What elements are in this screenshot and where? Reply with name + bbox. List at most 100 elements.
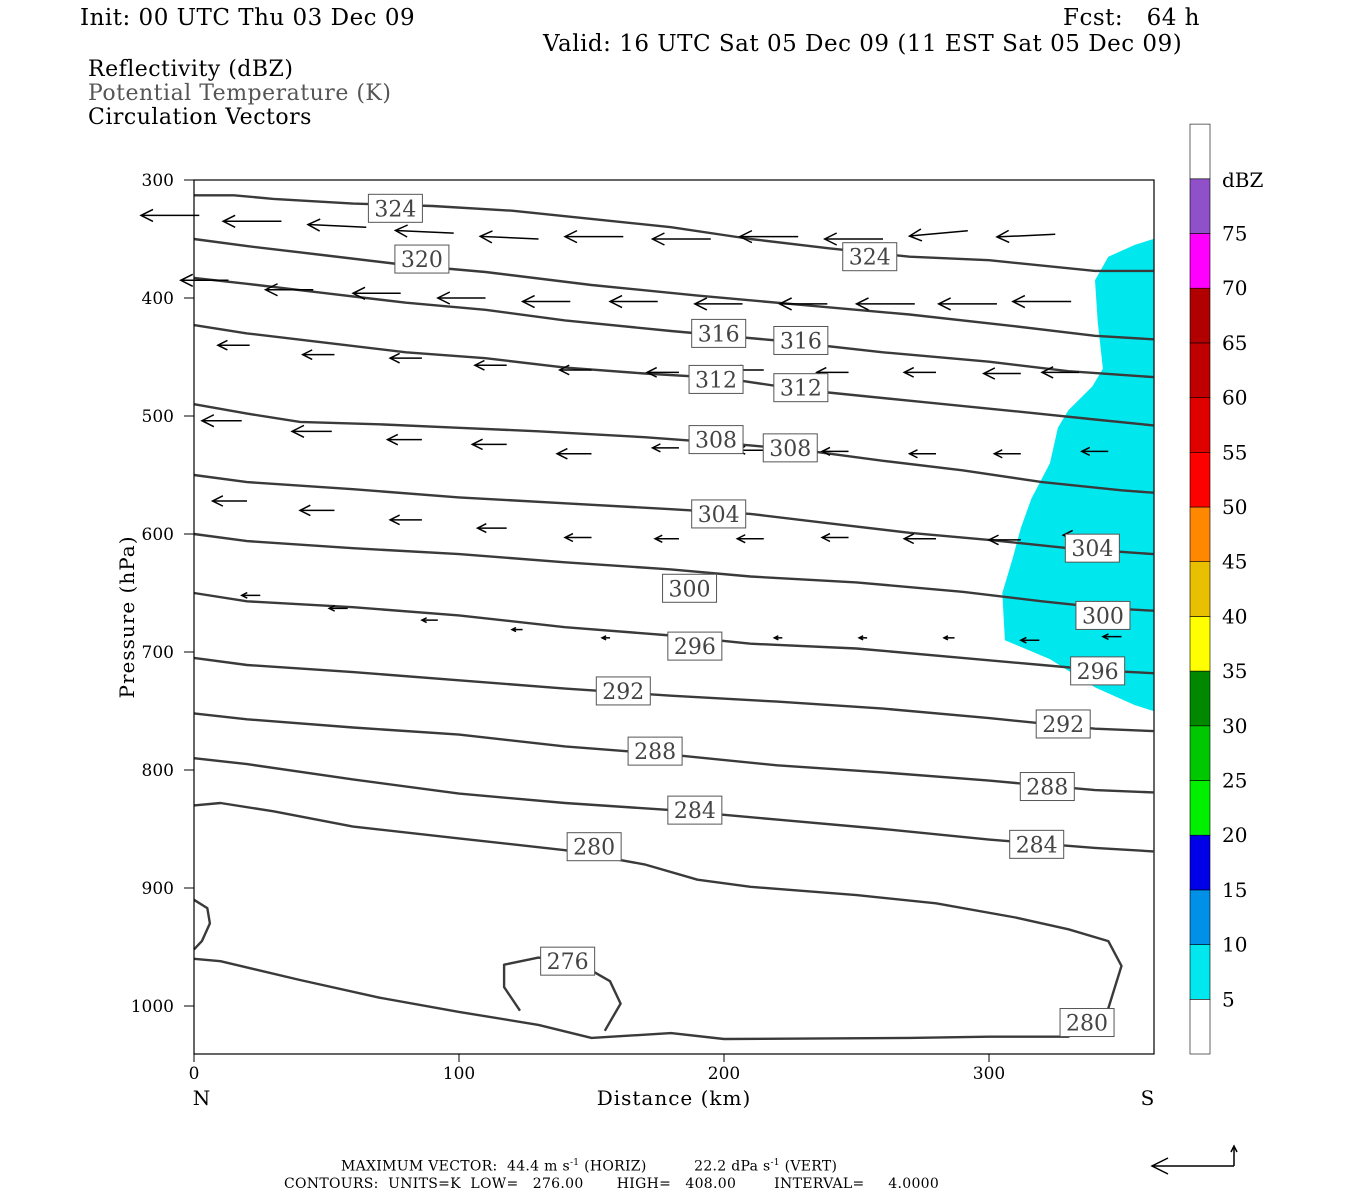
plot-frame: [193, 179, 1155, 1055]
north-label: N: [193, 1086, 212, 1110]
vector-arrow: [608, 294, 658, 309]
contour-label-276: 276: [547, 950, 589, 975]
vector-arrow: [216, 339, 250, 351]
vector-arrow: [436, 291, 486, 305]
contour-label-box: [1070, 656, 1126, 686]
theta-contour-280: [193, 898, 212, 951]
vector-arrow: [653, 534, 679, 543]
contour-label-box: [762, 433, 818, 463]
vector-arrow: [473, 359, 507, 371]
vector-arrow: [139, 208, 200, 223]
contour-label-316: 316: [698, 322, 740, 347]
theta-contour-292: [193, 656, 1154, 733]
colorbar-segment: [1189, 451, 1211, 508]
vector-arrow: [385, 433, 422, 446]
vector-arrow: [1080, 446, 1109, 457]
contour-label-box: [394, 244, 450, 274]
contour-labels: 324 324 320 316 316 312 312 308 308 304 304 300 300 2…: [367, 193, 1131, 1038]
contour-label-box: [688, 425, 744, 455]
vector-arrow: [772, 635, 783, 641]
contour-label-308: 308: [695, 429, 737, 454]
colorbar-segment: [1189, 616, 1211, 672]
vector-arrow: [645, 366, 679, 378]
colorbar-level-label: 70: [1222, 276, 1247, 300]
colorbar-level-label: 25: [1222, 769, 1247, 793]
contour-info: CONTOURS: UNITS=K LOW= 276.00 HIGH= 408.…: [284, 1176, 940, 1192]
axes: Distance (km) Pressure (hPa) N S 300 400 5…: [115, 171, 1156, 1110]
contour-label-box: [842, 242, 898, 272]
vector-arrow: [221, 214, 282, 228]
x-tick-label: 0: [189, 1064, 200, 1084]
south-label: S: [1141, 1086, 1156, 1110]
vector-arrow: [1101, 633, 1122, 641]
contour-label-316: 316: [780, 329, 822, 354]
vector-arrow: [857, 635, 868, 641]
contour-label-292: 292: [1042, 713, 1084, 738]
colorbar-level-label: 30: [1222, 714, 1247, 738]
colorbar-segment: [1189, 834, 1211, 891]
contour-label-box: [1059, 1008, 1115, 1038]
contour-label-324: 324: [849, 246, 891, 271]
colorbar-segment: [1189, 725, 1211, 781]
vector-arrow: [735, 534, 764, 544]
y-axis-title: Pressure (hPa): [115, 536, 139, 699]
contour-label-box: [1009, 829, 1065, 859]
vector-arrow: [902, 366, 936, 378]
vector-arrow: [854, 297, 915, 311]
contour-label-box: [662, 573, 718, 603]
vector-arrow: [820, 446, 849, 457]
vector-arrow: [987, 534, 1021, 546]
vector-arrow: [600, 635, 611, 641]
y-tick-label: 700: [142, 643, 174, 663]
contour-label-box: [667, 631, 723, 661]
max-vector-horiz: 44.4 m s: [507, 1158, 570, 1175]
vector-arrow: [1040, 366, 1080, 379]
contour-label-300: 300: [1082, 604, 1124, 629]
contour-label-box: [1019, 772, 1075, 802]
vector-arrow: [777, 297, 828, 311]
colorbar-segment: [1189, 233, 1211, 289]
contour-label-288: 288: [634, 740, 676, 765]
contour-label-296: 296: [674, 635, 716, 660]
contour-label-box: [773, 373, 829, 403]
contour-label-box: [773, 325, 829, 355]
reflectivity-fill: [1002, 239, 1154, 711]
vector-arrow: [240, 591, 261, 599]
horiz-tag: (HORIZ): [584, 1158, 647, 1175]
colorbar-level-label: 50: [1222, 495, 1247, 519]
vector-arrow: [388, 514, 422, 526]
vector-arrow: [907, 228, 968, 242]
vector-arrow: [902, 533, 936, 545]
colorbar-level-label: 10: [1222, 933, 1247, 957]
vector-arrow: [179, 273, 229, 287]
vector-arrow: [393, 224, 454, 238]
vector-arrow: [290, 424, 332, 438]
reference-vector: [1150, 1144, 1238, 1175]
theta-contour-320: [193, 237, 1154, 341]
vector-arrow: [470, 438, 507, 451]
vector-arrow: [555, 447, 592, 460]
vector-arrow: [563, 229, 624, 244]
theta-contour-316: [193, 276, 1154, 379]
contour-label-296: 296: [1077, 660, 1119, 685]
vector-arrow: [510, 626, 523, 633]
vector-arrow: [210, 495, 247, 507]
colorbar-segment: [1189, 944, 1211, 1000]
contour-label-box: [540, 946, 596, 976]
contour-label-304: 304: [1071, 537, 1113, 562]
contour-label-300: 300: [669, 577, 711, 602]
vector-arrow: [820, 532, 849, 543]
contour-label-304: 304: [698, 503, 740, 528]
colorbar-segment: [1189, 397, 1211, 453]
colorbar-level-label: 15: [1222, 878, 1247, 902]
contour-label-box: [566, 832, 622, 862]
init-time: Init: 00 UTC Thu 03 Dec 09: [80, 5, 416, 31]
vector-arrow: [306, 218, 367, 232]
y-tick-label: 500: [142, 407, 174, 427]
vector-arrow: [478, 230, 539, 244]
vector-arrow: [823, 232, 883, 246]
contour-label-320: 320: [401, 248, 443, 273]
contour-label-280: 280: [573, 836, 615, 861]
colorbar-level-label: 65: [1222, 331, 1247, 355]
